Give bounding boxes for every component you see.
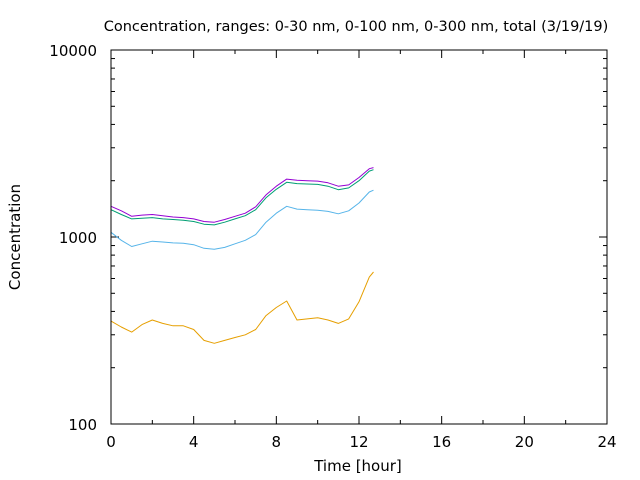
- series-line-2: [110, 189, 374, 250]
- y-tick-label: 1000: [59, 229, 97, 247]
- axis-ticks: [111, 50, 607, 424]
- x-tick-label: 12: [349, 433, 368, 451]
- x-tick-label: 16: [432, 433, 451, 451]
- x-tick-label: 20: [515, 433, 534, 451]
- series-line-4: [110, 167, 374, 223]
- x-tick-label: 0: [106, 433, 116, 451]
- y-tick-label: 10000: [49, 42, 97, 60]
- series-line-1: [110, 271, 374, 344]
- chart-title: Concentration, ranges: 0-30 nm, 0-100 nm…: [104, 19, 609, 35]
- plot-frame: [110, 49, 608, 425]
- y-axis-label: Concentration: [6, 184, 24, 290]
- series-line-3: [110, 169, 374, 226]
- tick-labels: 0 4 8 12 16 20 24 100 1000 10000: [49, 42, 616, 451]
- y-tick-label: 100: [68, 416, 97, 434]
- x-tick-label: 4: [189, 433, 199, 451]
- x-axis-label: Time [hour]: [313, 457, 402, 475]
- data-series: [110, 167, 374, 344]
- x-tick-label: 8: [272, 433, 282, 451]
- x-tick-label: 24: [597, 433, 616, 451]
